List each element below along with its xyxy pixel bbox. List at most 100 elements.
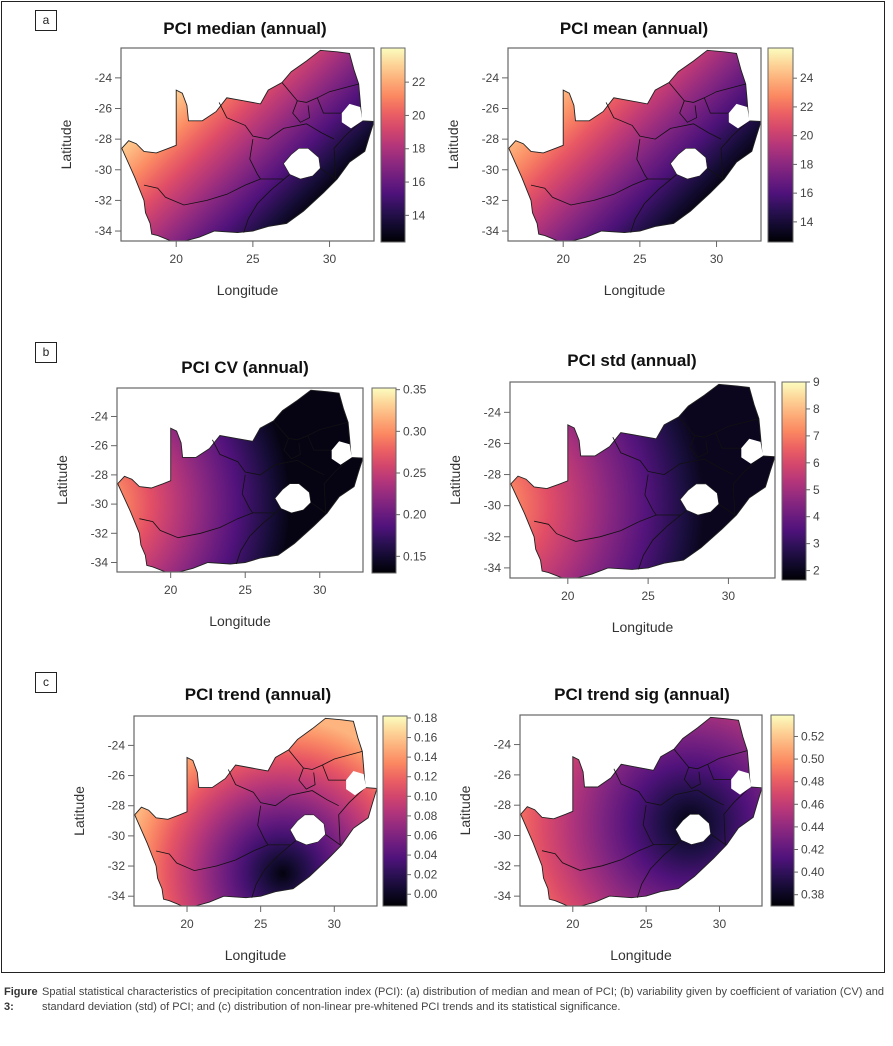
province-border: [298, 767, 316, 790]
figure-caption: Figure 3: Spatial statistical characteri…: [4, 985, 884, 1014]
colorbar-tick-label: 9: [813, 375, 820, 389]
plot-frame: [509, 381, 776, 579]
plot-frame: [120, 47, 375, 242]
colorbar-tick-label: 22: [412, 75, 426, 89]
x-axis-label: Longitude: [610, 947, 672, 963]
map: [510, 383, 775, 578]
y-tick-label: -26: [482, 102, 500, 116]
map-panel-2: PCI mean (annual) 20 25 30 -24 -26 -28 -30 -32 -3…: [445, 19, 814, 298]
province-border: [273, 420, 349, 441]
lesotho-gap: [289, 814, 326, 846]
eswatini-gap: [741, 438, 763, 464]
panel-label-b: b: [35, 342, 57, 363]
country-shape: [117, 389, 363, 572]
figure-frame: [1, 1, 885, 973]
lesotho-gap: [679, 483, 720, 516]
colorbar-tick-label: 18: [800, 157, 814, 171]
panel-title: PCI std (annual): [567, 351, 696, 370]
y-tick-label: -28: [494, 798, 512, 812]
x-tick-label: 30: [710, 252, 724, 266]
colorbar-tick-label: 0.18: [414, 711, 438, 725]
y-tick-label: -32: [482, 193, 500, 207]
province-border: [689, 435, 708, 458]
y-axis-label: Latitude: [71, 786, 87, 836]
x-tick-label: 30: [328, 917, 342, 931]
colorbar-tick-label: 0.35: [403, 383, 427, 397]
province-border: [715, 432, 742, 449]
map-panel-5: PCI trend (annual) 20 25 30 -24 -26 -28 -30 -32 -…: [71, 685, 438, 963]
lesotho-gap: [675, 813, 712, 845]
colorbar-tick-label: 24: [800, 71, 814, 85]
y-tick-label: -28: [108, 799, 126, 813]
figure-panels: PCI median (annual)20 25 30-24-26-28-30-32…: [54, 19, 825, 963]
province-border: [139, 512, 275, 539]
y-tick-label: -32: [95, 193, 113, 207]
x-tick-label: 20: [566, 917, 580, 931]
x-tick-label: 30: [313, 583, 327, 597]
province-border: [534, 514, 681, 542]
colorbar-tick-label: 6: [813, 456, 820, 470]
province-border: [325, 787, 366, 846]
province-border: [307, 435, 332, 451]
y-tick-label: -32: [484, 530, 502, 544]
province-border: [530, 178, 671, 206]
eswatini-gap: [341, 103, 363, 129]
province-border: [644, 474, 657, 516]
province-border: [235, 508, 282, 565]
eswatini-gap: [728, 103, 750, 129]
x-tick-label: 20: [557, 252, 571, 266]
colorbar-tick-label: 5: [813, 483, 820, 497]
colorbar-tick-label: 22: [800, 100, 814, 114]
y-tick-label: -28: [95, 132, 113, 146]
province-border: [612, 437, 734, 476]
colorbar-tick-label: 0.12: [414, 770, 438, 784]
y-tick-label: -30: [484, 499, 502, 513]
province-border: [668, 82, 746, 103]
y-tick-label: -28: [484, 468, 502, 482]
province-border: [679, 100, 698, 123]
colorbar-tick-label: 0.25: [403, 466, 427, 480]
y-axis-label: Latitude: [447, 455, 463, 505]
y-tick-label: -34: [484, 561, 502, 575]
province-border: [683, 767, 701, 790]
y-axis-label: Latitude: [54, 455, 70, 505]
x-tick-label: 25: [254, 917, 268, 931]
panel-title: PCI CV (annual): [181, 358, 309, 377]
colorbar-tick-label: 14: [800, 215, 814, 229]
colorbar-tick-label: 0.30: [403, 424, 427, 438]
colorbar: [767, 47, 794, 243]
caption-label: Figure 3:: [4, 986, 38, 1013]
eswatini-gap: [346, 771, 366, 796]
country-shape: [510, 383, 775, 578]
colorbar-tick-label: 20: [412, 108, 426, 122]
colorbar-tick-label: 0.10: [414, 789, 438, 803]
x-tick-label: 20: [170, 252, 184, 266]
y-tick-label: -32: [91, 526, 109, 540]
colorbar-tick-label: 0.46: [801, 797, 825, 811]
province-border: [673, 748, 748, 770]
map: [134, 717, 377, 906]
province-border: [710, 786, 751, 846]
province-border: [707, 764, 732, 780]
x-tick-label: 25: [239, 583, 253, 597]
colorbar-tick-label: 0.00: [414, 887, 438, 901]
province-border: [638, 509, 687, 570]
y-tick-label: -30: [95, 163, 113, 177]
province-border: [605, 102, 722, 140]
y-tick-label: -32: [494, 859, 512, 873]
province-border: [156, 844, 291, 872]
y-tick-label: -30: [108, 829, 126, 843]
country-shape: [134, 717, 377, 906]
colorbar-tick-label: 0.14: [414, 750, 438, 764]
colorbar: [382, 715, 408, 907]
x-tick-label: 25: [633, 252, 647, 266]
eswatini-gap: [731, 770, 751, 795]
colorbar-tick-label: 8: [813, 402, 820, 416]
province-border: [707, 120, 749, 180]
colorbar-tick-label: 0.20: [403, 508, 427, 522]
caption-text: Spatial statistical characteristics of p…: [42, 986, 884, 1013]
x-axis-label: Longitude: [604, 282, 666, 298]
province-border: [613, 768, 725, 806]
y-tick-label: -26: [108, 769, 126, 783]
y-tick-label: -26: [484, 436, 502, 450]
